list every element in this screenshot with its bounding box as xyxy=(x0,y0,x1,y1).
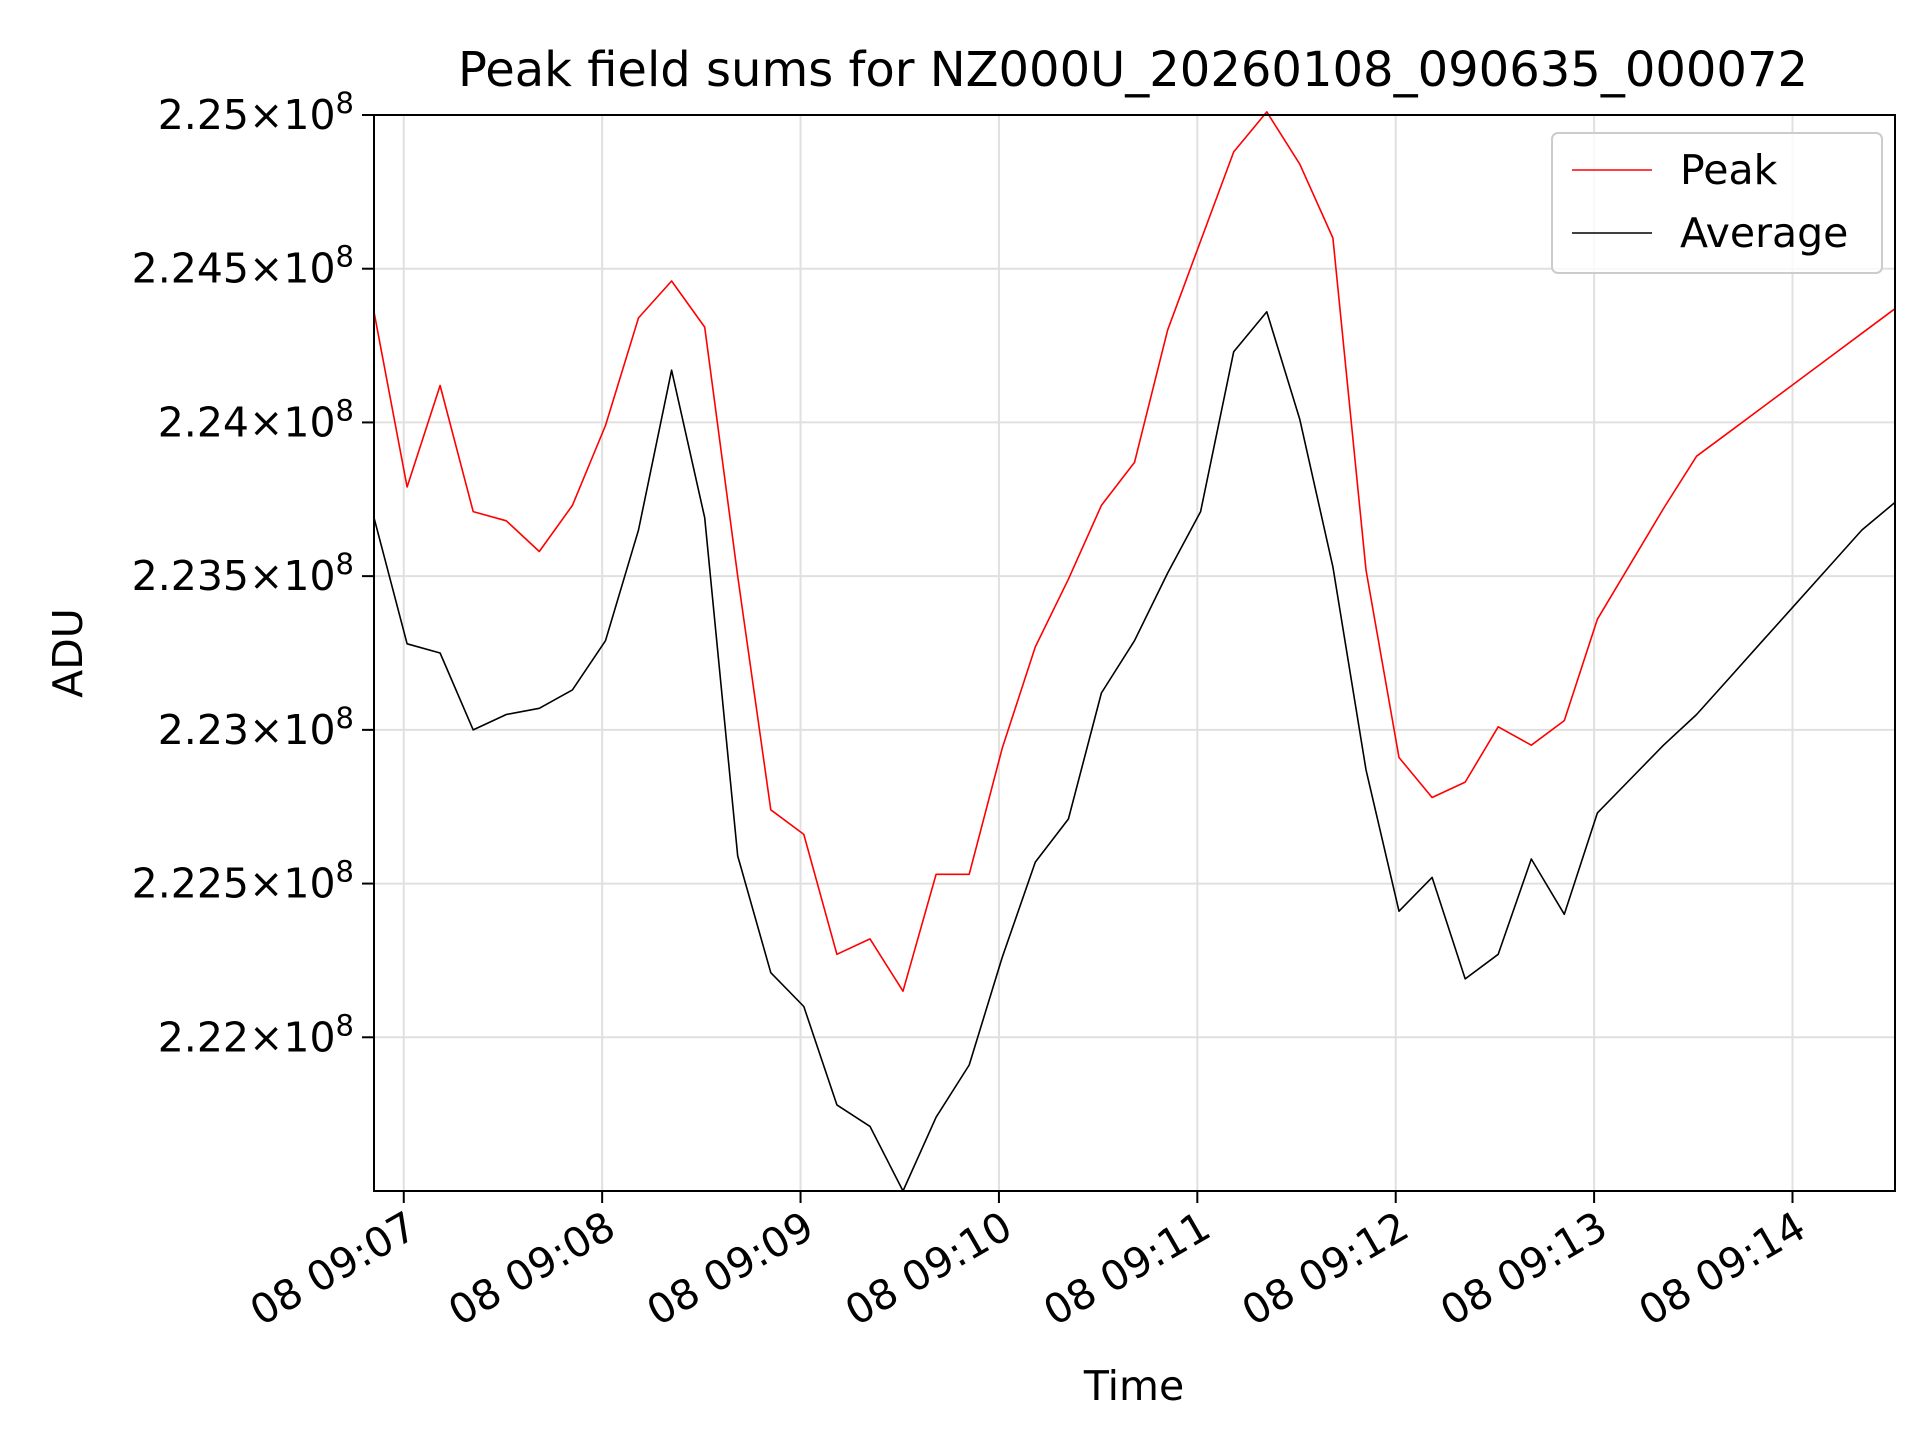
y-tick-exponent: 8 xyxy=(336,547,354,581)
series-line-peak xyxy=(373,111,1896,993)
series-lines xyxy=(373,111,1896,1192)
y-tick-times: × xyxy=(249,706,283,754)
y-tick-times: × xyxy=(249,91,283,139)
y-tick-label: 2.23×108 xyxy=(158,701,354,754)
legend-box xyxy=(1551,132,1883,274)
y-tick-label: 2.25×108 xyxy=(158,86,354,139)
y-tick-mantissa: 2.25 xyxy=(158,91,249,139)
y-tick-label: 2.22×108 xyxy=(158,1008,354,1061)
y-tick-base: 10 xyxy=(283,91,335,139)
y-tick-exponent: 8 xyxy=(336,855,354,889)
plot-frame xyxy=(373,114,1896,1192)
y-tick-mantissa: 2.225 xyxy=(132,860,249,908)
y-tick-exponent: 8 xyxy=(336,240,354,274)
y-tick-times: × xyxy=(249,860,283,908)
y-tick-base: 10 xyxy=(283,398,335,446)
y-axis-title: ADU xyxy=(44,608,92,698)
y-tick-base: 10 xyxy=(283,860,335,908)
y-tick-exponent: 8 xyxy=(336,701,354,735)
y-tick-base: 10 xyxy=(283,245,335,293)
y-tick-exponent: 8 xyxy=(336,86,354,120)
y-tick-label: 2.225×108 xyxy=(132,855,354,908)
chart-title: Peak field sums for NZ000U_20260108_0906… xyxy=(458,42,1808,98)
y-tick-mantissa: 2.235 xyxy=(132,552,249,600)
legend-label: Average xyxy=(1680,209,1848,257)
series-line-average xyxy=(373,310,1896,1192)
x-axis-title: Time xyxy=(1083,1362,1184,1410)
y-tick-base: 10 xyxy=(283,552,335,600)
y-axis-ticks: 2.22×1082.225×1082.23×1082.235×1082.24×1… xyxy=(132,86,374,1061)
legend-label: Peak xyxy=(1680,146,1778,194)
legend: Peak Average xyxy=(1551,132,1883,274)
y-tick-base: 10 xyxy=(283,1013,335,1061)
y-tick-mantissa: 2.22 xyxy=(158,1013,249,1061)
y-tick-mantissa: 2.245 xyxy=(132,245,249,293)
y-tick-exponent: 8 xyxy=(336,1008,354,1042)
y-tick-times: × xyxy=(249,552,283,600)
y-tick-times: × xyxy=(249,1013,283,1061)
y-tick-label: 2.24×108 xyxy=(158,393,354,446)
y-tick-mantissa: 2.23 xyxy=(158,706,249,754)
y-tick-mantissa: 2.24 xyxy=(158,398,249,446)
y-tick-exponent: 8 xyxy=(336,393,354,427)
y-tick-base: 10 xyxy=(283,706,335,754)
y-tick-times: × xyxy=(249,245,283,293)
y-tick-times: × xyxy=(249,398,283,446)
y-tick-label: 2.245×108 xyxy=(132,240,354,293)
y-tick-label: 2.235×108 xyxy=(132,547,354,600)
